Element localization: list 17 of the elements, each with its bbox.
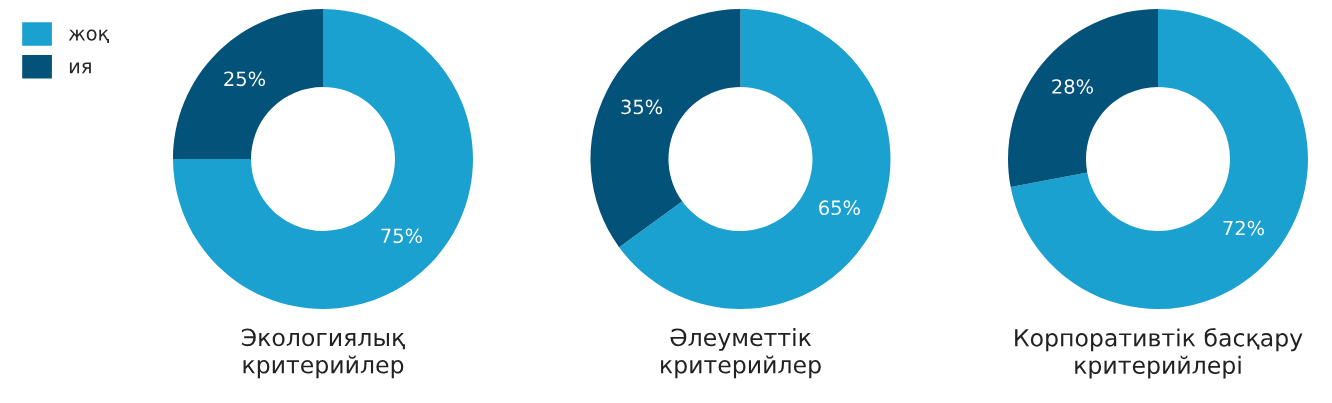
data-label: 72% (1223, 220, 1265, 236)
data-label: 28% (1052, 79, 1094, 94)
text: Корпоративтік басқару критерийлері (1015, 328, 1303, 379)
text: Экологиялық критерийлер (241, 328, 405, 379)
donut-slice (1008, 9, 1158, 188)
legend-label: ия (69, 62, 91, 74)
data-label: 25% (224, 71, 266, 87)
data-label: 75% (381, 228, 423, 244)
data-label: 65% (819, 200, 860, 216)
donut-slice (590, 9, 741, 248)
donut-slice (173, 9, 323, 159)
data-label: 35% (621, 99, 663, 115)
donut-slice (619, 9, 891, 309)
text: Әлеуметтік критерийлер (661, 328, 821, 379)
donut-slice (173, 9, 473, 309)
donut-slice (1010, 9, 1308, 309)
legend-label: жоқ (68, 29, 109, 44)
